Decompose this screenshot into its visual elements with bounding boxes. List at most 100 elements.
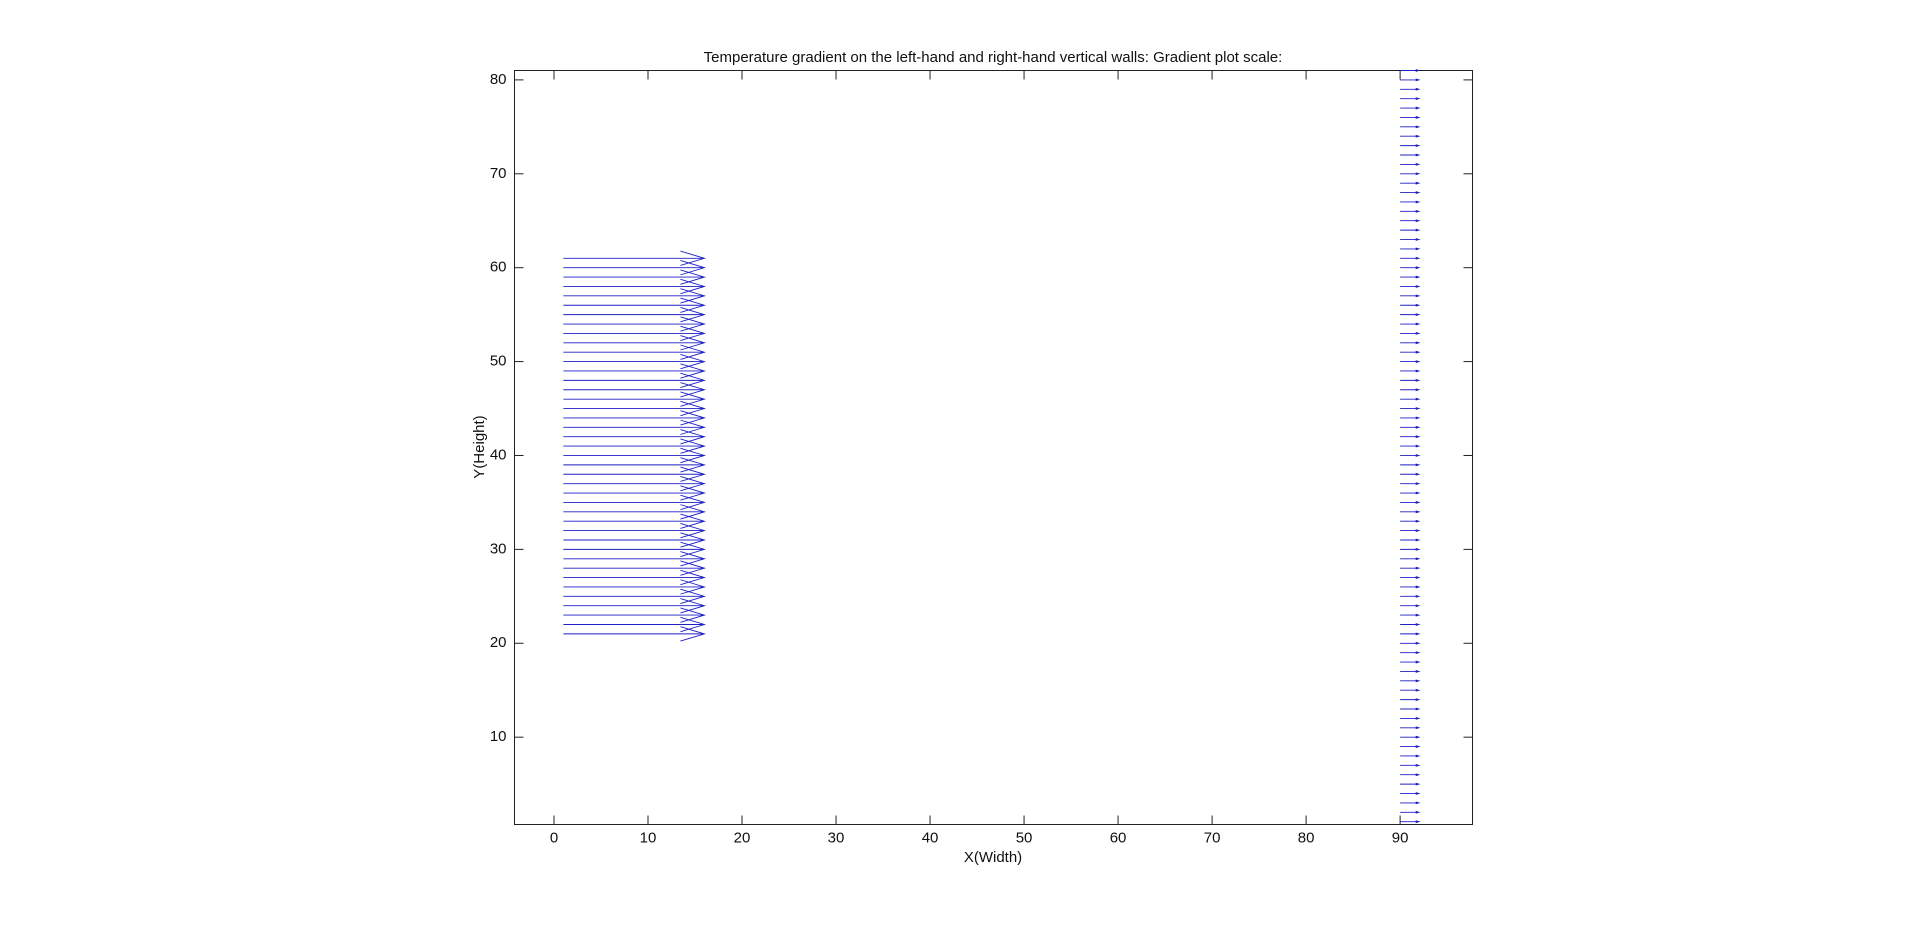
- arrow: [1400, 322, 1421, 326]
- arrow: [1400, 350, 1421, 354]
- y-tick-label: 10: [490, 728, 507, 745]
- arrow: [563, 504, 706, 520]
- arrow: [1400, 482, 1421, 486]
- arrow: [563, 297, 706, 313]
- arrow: [1400, 782, 1421, 786]
- y-tick-label: 50: [490, 353, 507, 370]
- arrow: [1400, 613, 1421, 617]
- arrow: [1400, 538, 1421, 542]
- arrow: [1400, 463, 1421, 467]
- x-tick-label: 70: [1204, 829, 1221, 846]
- arrow: [1400, 735, 1421, 739]
- arrow: [563, 494, 706, 511]
- arrow: [1400, 594, 1421, 598]
- arrow: [563, 260, 706, 276]
- arrow: [1400, 256, 1421, 260]
- arrow: [1400, 651, 1421, 655]
- arrow: [563, 250, 706, 266]
- x-tick-label: 60: [1110, 829, 1127, 846]
- arrow: [1400, 219, 1421, 223]
- arrow: [1400, 238, 1421, 241]
- arrow: [563, 588, 706, 604]
- arrow: [1400, 801, 1421, 805]
- arrow: [1400, 285, 1421, 288]
- x-tick-label: 0: [550, 829, 558, 846]
- arrow: [1400, 632, 1421, 636]
- arrow: [1400, 78, 1421, 82]
- arrow: [563, 513, 706, 529]
- arrow: [1400, 792, 1421, 795]
- y-tick-label: 60: [490, 259, 507, 276]
- arrow: [1400, 425, 1421, 429]
- arrow: [1400, 369, 1421, 373]
- arrow: [1400, 510, 1421, 514]
- arrow: [1400, 501, 1421, 504]
- arrow: [1400, 435, 1421, 439]
- arrow: [1400, 228, 1421, 232]
- arrow: [1400, 763, 1421, 767]
- arrow: [563, 278, 706, 295]
- arrow: [1400, 200, 1421, 204]
- axes-box: [514, 70, 1473, 825]
- arrow: [563, 476, 706, 492]
- arrow: [1400, 378, 1421, 382]
- arrow: [563, 532, 706, 548]
- arrow: [1400, 444, 1421, 448]
- arrow: [563, 522, 706, 539]
- arrow: [1400, 163, 1421, 166]
- arrow: [1400, 87, 1421, 91]
- arrow: [1400, 472, 1421, 476]
- arrow: [1400, 303, 1421, 307]
- arrow: [1400, 209, 1421, 213]
- arrow: [563, 579, 706, 595]
- arrow: [563, 391, 706, 407]
- arrow: [1400, 585, 1421, 589]
- arrow: [1400, 294, 1421, 298]
- arrow: [1400, 397, 1421, 401]
- arrow: [1400, 69, 1421, 72]
- arrow: [563, 316, 706, 332]
- arrow: [563, 325, 706, 342]
- arrow: [1400, 519, 1421, 523]
- x-tick-label: 10: [640, 829, 657, 846]
- arrow: [563, 551, 706, 567]
- x-tick-label: 30: [828, 829, 845, 846]
- x-tick-label: 20: [734, 829, 751, 846]
- arrow: [563, 607, 706, 623]
- arrow: [1400, 341, 1421, 345]
- arrow: [563, 335, 706, 351]
- arrow: [1400, 144, 1421, 148]
- arrow: [1400, 106, 1421, 110]
- y-tick-label: 70: [490, 165, 507, 182]
- y-tick-label: 30: [490, 540, 507, 557]
- arrow: [1400, 745, 1421, 748]
- arrow: [1400, 266, 1421, 270]
- arrow: [1400, 172, 1421, 176]
- arrow: [1400, 491, 1421, 495]
- arrow: [1400, 810, 1421, 814]
- arrow: [1400, 97, 1421, 101]
- arrow: [563, 438, 706, 454]
- x-tick-label: 40: [922, 829, 939, 846]
- arrow: [1400, 181, 1421, 185]
- arrow: [563, 466, 706, 482]
- arrow: [1400, 454, 1421, 457]
- arrow: [1400, 313, 1421, 317]
- arrow: [1400, 576, 1421, 579]
- arrow: [1400, 529, 1421, 532]
- arrow: [563, 372, 706, 388]
- arrow: [1400, 566, 1421, 570]
- arrow: [563, 626, 706, 642]
- arrow: [1400, 116, 1421, 119]
- arrow: [563, 410, 706, 426]
- arrow: [563, 560, 706, 576]
- y-axis-label: Y(Height): [471, 415, 488, 478]
- arrow: [1400, 547, 1421, 551]
- arrow: [1400, 407, 1421, 410]
- arrow: [563, 269, 706, 285]
- arrow: [563, 447, 706, 464]
- x-tick-label: 50: [1016, 829, 1033, 846]
- arrow: [1400, 641, 1421, 645]
- arrow: [1400, 191, 1421, 194]
